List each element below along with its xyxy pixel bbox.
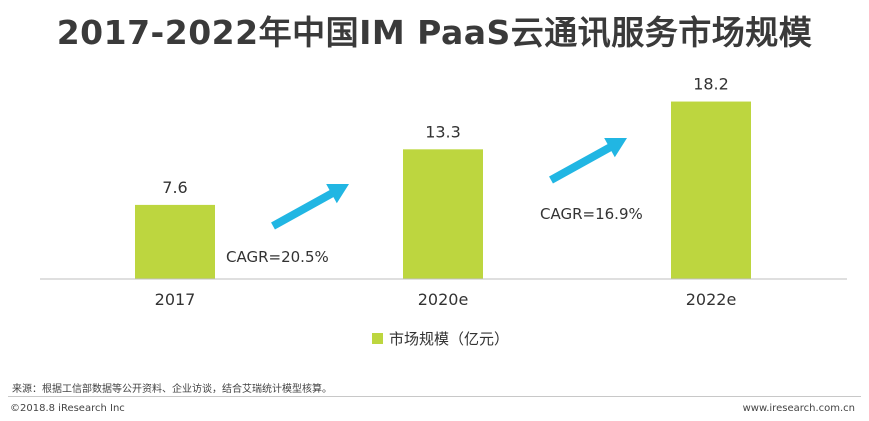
growth-arrow-2 [549,138,627,184]
x-tick-2022e: 2022e [686,290,737,309]
website-text: www.iresearch.com.cn [742,403,855,414]
value-label-2017: 7.6 [162,178,187,197]
value-label-2020e: 13.3 [425,122,461,141]
chart-title: 2017-2022年中国IM PaaS云通讯服务市场规模 [56,13,813,52]
cagr-annotation-2: CAGR=16.9% [540,205,643,223]
x-tick-2020e: 2020e [418,290,469,309]
bar-2022e [671,101,751,279]
footer-divider [8,396,861,397]
copyright-text: ©2018.8 iResearch Inc [10,403,125,414]
cagr-annotation-1: CAGR=20.5% [226,248,329,266]
growth-arrow-1 [271,184,349,230]
legend-swatch [372,333,383,344]
legend: 市场规模（亿元） [372,328,509,349]
legend-label: 市场规模（亿元） [389,330,510,348]
bar-2017 [135,204,215,279]
value-label-2022e: 18.2 [693,75,729,94]
source-note: 来源：根据工信部数据等公开资料、企业访谈，结合艾瑞统计模型核算。 [12,384,332,395]
bar-2020e [403,149,483,279]
x-tick-2017: 2017 [155,290,196,309]
